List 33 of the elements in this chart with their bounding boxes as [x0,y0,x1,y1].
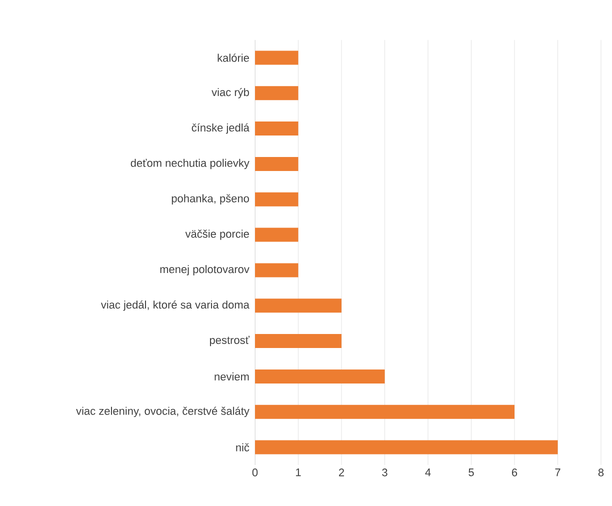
bar [255,334,342,348]
bar [255,192,298,206]
bar [255,440,558,454]
y-tick-label: viac zeleniny, ovocia, čerstvé šaláty [76,406,250,418]
x-tick-label: 6 [512,468,518,476]
y-tick-label: väčšie porcie [185,230,249,240]
y-tick-label: pohanka, pšeno [172,194,249,205]
x-tick-label: 0 [252,468,258,476]
bar [255,156,298,171]
x-tick-label: 1 [296,468,301,476]
x-tick-label: 3 [382,468,388,476]
y-tick-label: nič [236,443,250,452]
x-tick-label: 8 [598,468,604,476]
bar [255,263,298,278]
bar [255,228,298,242]
y-tick-label: čínske jedlá [192,123,250,134]
x-tick-label: 2 [338,468,344,476]
x-tick-label: 5 [468,468,474,476]
bar [255,122,298,136]
y-tick-label: deťom nechutia polievky [130,158,250,170]
bar [255,50,298,65]
x-tick-label: 7 [555,468,560,476]
y-tick-label: pestrosť [210,336,250,346]
bar [255,369,385,384]
y-tick-label: kalórie [218,54,249,62]
bar [255,86,298,100]
y-tick-label: neviem [214,372,249,381]
y-tick-label: viac jedál, ktoré sa varia doma [100,300,250,311]
bar [255,404,514,419]
y-tick-label: viac rýb [212,88,249,98]
y-tick-label: menej polotovarov [160,265,250,276]
bar [255,298,342,313]
x-tick-label: 4 [425,468,431,476]
